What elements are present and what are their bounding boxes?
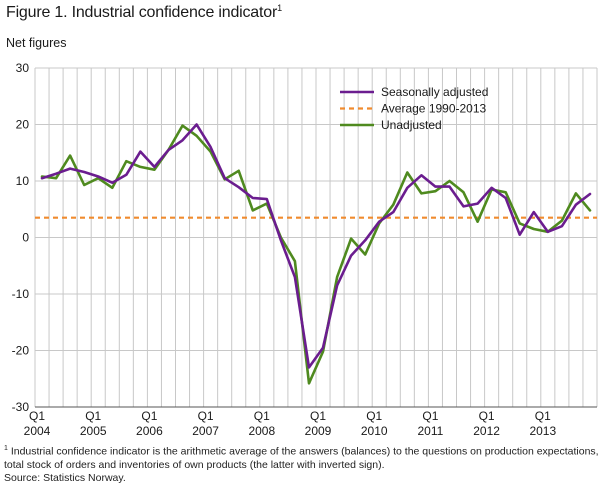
- legend-label-average: Average 1990-2013: [381, 102, 487, 116]
- x-tick-quarter-label: Q1: [254, 409, 270, 423]
- x-tick-year-label: 2012: [473, 424, 500, 438]
- legend-label-unadjusted: Unadjusted: [381, 118, 442, 132]
- x-tick-quarter-label: Q1: [366, 409, 382, 423]
- grid: [34, 67, 598, 408]
- legend-label-seasonally-adjusted: Seasonally adjusted: [381, 85, 488, 99]
- x-tick-quarter-label: Q1: [141, 409, 157, 423]
- x-tick-quarter-label: Q1: [310, 409, 326, 423]
- y-tick-label: 0: [22, 231, 29, 245]
- source-note: Source: Statistics Norway.: [4, 471, 126, 484]
- x-tick-quarter-label: Q1: [535, 409, 551, 423]
- x-tick-year-label: 2010: [361, 424, 388, 438]
- legend: Seasonally adjusted Average 1990-2013 Unad…: [340, 85, 488, 132]
- x-tick-year-label: 2011: [417, 424, 443, 438]
- x-tick-year-label: 2006: [136, 424, 163, 438]
- y-tick-label: 30: [16, 61, 30, 75]
- y-tick-label: 10: [16, 174, 30, 188]
- x-tick-quarter-label: Q1: [479, 409, 495, 423]
- chart-title: Figure 1. Industrial confidence indicato…: [6, 3, 282, 21]
- x-tick-quarter-label: Q1: [198, 409, 214, 423]
- x-tick-year-label: 2013: [529, 424, 556, 438]
- unit-label: Net figures: [6, 36, 67, 50]
- x-tick-year-label: 2007: [192, 424, 219, 438]
- x-tick-quarter-label: Q1: [85, 409, 101, 423]
- y-tick-label: 20: [16, 118, 30, 132]
- x-tick-year-label: 2009: [305, 424, 332, 438]
- x-tick-quarter-label: Q1: [422, 409, 438, 423]
- footnote-mark: 1: [4, 445, 8, 452]
- axes: 3020100-10-20-30Q12004Q12005Q12006Q12007…: [12, 61, 597, 438]
- y-tick-label: -10: [12, 287, 30, 301]
- series-line-seasonally-adjusted: [40, 123, 592, 369]
- footnote: 1 Industrial confidence indicator is the…: [4, 442, 604, 485]
- y-tick-label: -20: [12, 344, 30, 358]
- y-tick-label: -30: [12, 400, 30, 414]
- series-lines: [35, 123, 597, 385]
- x-tick-year-label: 2004: [24, 424, 51, 438]
- footnote-text: Industrial confidence indicator is the a…: [4, 445, 599, 471]
- x-tick-quarter-label: Q1: [29, 409, 45, 423]
- x-tick-year-label: 2005: [80, 424, 107, 438]
- line-chart: 3020100-10-20-30Q12004Q12005Q12006Q12007…: [12, 61, 598, 438]
- x-tick-year-label: 2008: [248, 424, 275, 438]
